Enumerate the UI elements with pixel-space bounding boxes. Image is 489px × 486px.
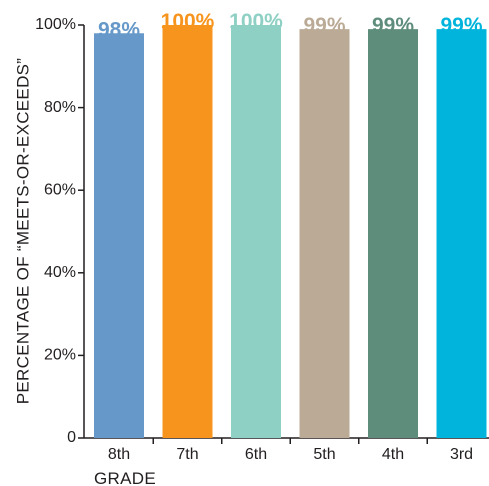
data-label-5th: 99% <box>303 14 345 37</box>
x-tick-label: 5th <box>313 446 335 463</box>
data-label-8th: 98% <box>98 18 140 41</box>
x-tick-label: 6th <box>245 446 267 463</box>
axes <box>83 25 489 439</box>
y-tick-label: 0 <box>67 429 76 446</box>
y-ticks: 0 20% 40% 60% 80% 100% <box>35 16 84 446</box>
bar-7th <box>162 25 213 438</box>
x-tick-label: 8th <box>108 446 130 463</box>
x-axis-title: GRADE <box>94 469 156 486</box>
bar-3rd <box>436 29 487 438</box>
y-tick-label: 20% <box>44 347 76 364</box>
bar-4th <box>368 29 418 438</box>
x-ticks: 8th 7th 6th 5th 4th 3rd <box>108 438 473 463</box>
data-label-6th: 100% <box>229 10 283 33</box>
x-tick-label: 3rd <box>450 446 473 463</box>
y-axis-title: PERCENTAGE OF “MEETS-OR-EXCEEDS” <box>13 58 32 405</box>
bar-8th <box>94 33 144 438</box>
y-tick-label: 80% <box>44 99 76 116</box>
y-tick-label: 60% <box>44 181 76 198</box>
data-label-4th: 99% <box>372 14 414 37</box>
bars: 98% 100% 100% 99% 99% 99% <box>94 10 487 438</box>
y-tick-label: 40% <box>44 264 76 281</box>
data-label-3rd: 99% <box>440 14 482 37</box>
y-tick-label: 100% <box>35 16 76 33</box>
bar-6th <box>231 25 281 438</box>
x-tick-label: 4th <box>382 446 404 463</box>
x-tick-label: 7th <box>176 446 198 463</box>
bar-5th <box>299 29 350 438</box>
data-label-7th: 100% <box>161 10 215 33</box>
